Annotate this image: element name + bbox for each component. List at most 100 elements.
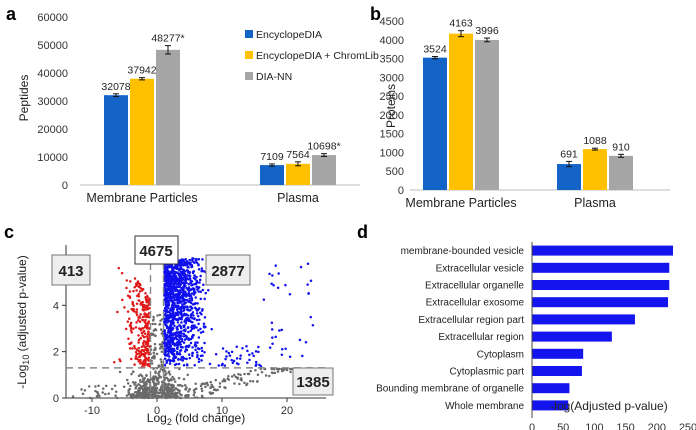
go-term-bar <box>532 383 570 394</box>
volcano-point-up <box>306 262 310 266</box>
volcano-point-not-significant <box>249 379 252 383</box>
volcano-point-up <box>298 338 302 342</box>
volcano-point-up <box>178 349 182 352</box>
volcano-point-up <box>241 347 244 350</box>
panel-a: a 0 10000 20000 30000 40000 50000 60000 Peptid… <box>6 4 379 205</box>
volcano-point-up <box>169 286 173 289</box>
volcano-point-up <box>307 291 311 295</box>
panel-c-y-axis-title: -Log10 (adjusted p-value) <box>15 255 31 388</box>
volcano-point-up <box>187 291 190 295</box>
volcano-point-up <box>178 307 181 310</box>
volcano-point-up <box>191 320 194 324</box>
volcano-point-up <box>183 338 187 341</box>
volcano-point-up <box>173 282 176 285</box>
volcano-point-up <box>201 330 205 333</box>
volcano-point-up <box>176 271 179 274</box>
volcano-point-up <box>166 292 169 295</box>
volcano-point-not-significant <box>226 377 229 381</box>
volcano-point-down <box>134 355 138 358</box>
volcano-point-down <box>147 316 151 319</box>
volcano-point-up <box>188 297 191 300</box>
volcano-point-up <box>230 358 233 362</box>
volcano-point-up <box>180 260 183 263</box>
volcano-point-up <box>223 364 227 367</box>
go-term-label: Whole membrane <box>445 401 524 412</box>
panel-c-y-title-sub: 10 <box>21 355 31 365</box>
volcano-point-up <box>174 311 178 315</box>
volcano-point-down <box>135 357 139 360</box>
volcano-point-not-significant <box>288 367 292 371</box>
volcano-point-down <box>135 313 139 317</box>
volcano-point-up <box>191 354 194 358</box>
volcano-point-not-significant <box>168 387 171 391</box>
volcano-point-not-significant <box>160 344 164 347</box>
volcano-point-up <box>173 324 176 328</box>
volcano-point-up <box>177 281 181 285</box>
panel-b-y-tick-label: 1500 <box>380 129 404 141</box>
volcano-point-up <box>182 341 186 344</box>
volcano-point-up <box>277 272 280 275</box>
volcano-point-up <box>180 313 184 317</box>
volcano-point-up <box>196 353 199 357</box>
volcano-point-up <box>190 263 194 267</box>
volcano-point-not-significant <box>113 384 117 387</box>
volcano-point-not-significant <box>238 382 241 386</box>
volcano-point-not-significant <box>134 387 137 390</box>
volcano-point-up <box>177 333 181 336</box>
go-term-bar <box>532 245 674 256</box>
volcano-point-up <box>178 340 182 344</box>
panel-d-x-axis-title: -log(Adjusted p-value) <box>550 399 667 413</box>
volcano-point-up <box>198 281 201 284</box>
volcano-point-up <box>181 300 184 303</box>
volcano-point-not-significant <box>131 370 135 373</box>
volcano-point-up <box>185 298 189 302</box>
volcano-point-up <box>168 308 172 312</box>
volcano-point-up <box>198 278 202 282</box>
volcano-point-not-significant <box>209 386 212 390</box>
volcano-point-up <box>197 287 200 290</box>
panel-b-y-tick-label: 4000 <box>380 35 404 47</box>
volcano-point-up <box>196 314 200 318</box>
volcano-point-up <box>187 345 190 348</box>
volcano-point-up <box>167 349 171 352</box>
volcano-point-up <box>184 291 187 295</box>
legend-label-encyclopedia: EncyclopeDIA <box>256 29 322 41</box>
volcano-point-up <box>227 351 231 355</box>
volcano-point-down <box>125 279 129 282</box>
volcano-point-not-significant <box>142 388 145 391</box>
volcano-point-up <box>210 327 213 331</box>
volcano-point-not-significant <box>154 348 157 351</box>
volcano-point-not-significant <box>234 375 238 379</box>
volcano-point-up <box>186 266 189 269</box>
volcano-point-down <box>129 323 132 326</box>
volcano-point-up <box>288 292 292 296</box>
volcano-point-up <box>197 357 201 361</box>
volcano-point-not-significant <box>158 343 162 346</box>
volcano-point-up <box>168 342 171 346</box>
count-total-text: 4675 <box>139 243 172 260</box>
volcano-point-not-significant <box>151 394 154 397</box>
volcano-point-up <box>184 305 187 309</box>
volcano-point-up <box>182 335 186 338</box>
volcano-point-not-significant <box>131 396 134 400</box>
volcano-point-up <box>278 329 281 332</box>
volcano-point-up <box>202 283 205 287</box>
volcano-point-up <box>231 361 235 364</box>
volcano-point-up <box>190 299 194 302</box>
panel-a-bar <box>286 163 310 185</box>
volcano-point-not-significant <box>268 374 271 378</box>
volcano-point-up <box>170 265 174 269</box>
volcano-point-up <box>177 277 181 281</box>
volcano-point-not-significant <box>159 375 163 379</box>
panel-a-error-bar <box>139 77 145 81</box>
volcano-point-up <box>228 354 232 357</box>
volcano-point-not-significant <box>249 369 252 373</box>
volcano-point-up <box>186 274 189 277</box>
count-up-text: 2877 <box>211 263 244 280</box>
volcano-point-up <box>299 265 303 269</box>
volcano-point-up <box>197 290 201 293</box>
volcano-point-not-significant <box>147 380 151 384</box>
volcano-point-not-significant <box>167 371 170 374</box>
volcano-point-up <box>280 328 283 332</box>
